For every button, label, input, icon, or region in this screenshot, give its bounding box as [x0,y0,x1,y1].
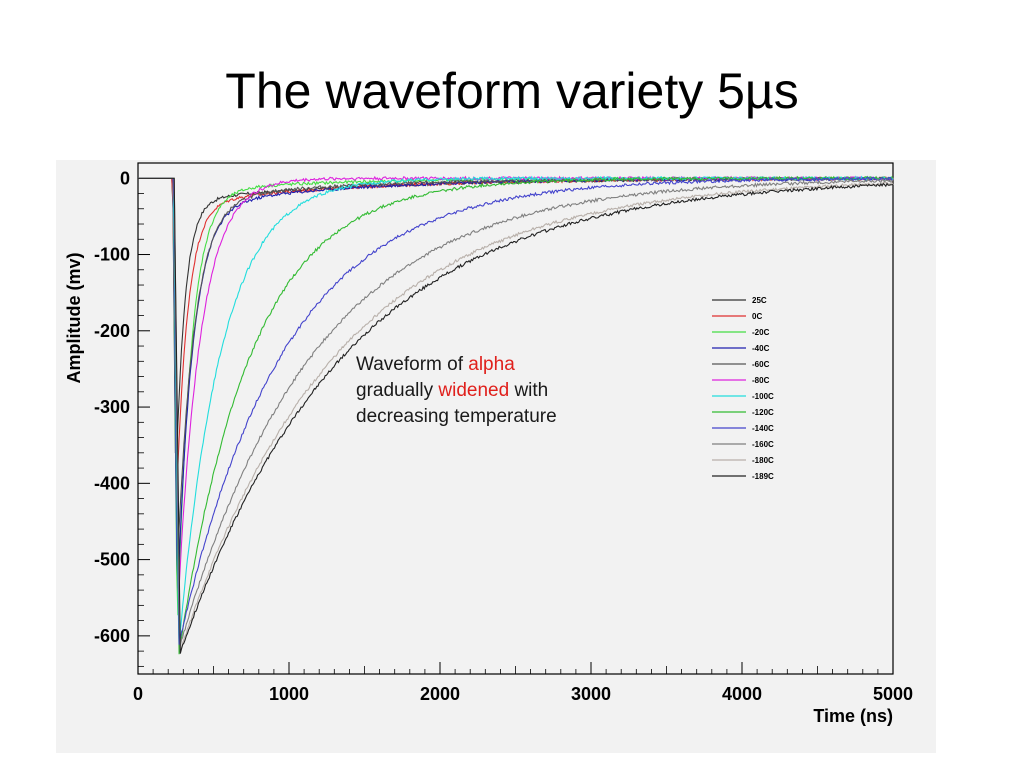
legend-label: -189C [752,472,774,481]
y-tick-label: -200 [94,321,130,341]
legend-label: 0C [752,312,762,321]
legend: 25C 0C -20C -40C -60C -80C -100C -120C -140C -160… [712,296,774,481]
legend-label: -180C [752,456,774,465]
axes: 0 -100 -200 -300 -400 -500 -600 0 1000 2000 3000 40… [94,162,913,704]
x-tick-label: 4000 [722,684,762,704]
y-tick-label: -300 [94,397,130,417]
x-tick-label: 2000 [420,684,460,704]
y-tick-label: -600 [94,626,130,646]
annotation-highlight-widened: widened [438,380,510,401]
annotation-text: with [509,380,549,401]
annotation-text: decreasing temperature [356,406,557,427]
legend-label: -60C [752,360,770,369]
legend-label: -120C [752,408,774,417]
legend-label: -100C [752,392,774,401]
x-tick-label: 1000 [269,684,309,704]
y-tick-label: -400 [94,473,130,493]
legend-label: -80C [752,376,770,385]
x-tick-label: 3000 [571,684,611,704]
series-group [138,175,894,655]
y-axis-title: Amplitude (mv) [64,252,84,383]
y-tick-label: -100 [94,245,130,265]
slide-title: The waveform variety 5µs [225,63,799,119]
annotation-text: gradually [356,380,439,401]
x-axis-title: Time (ns) [813,706,893,726]
annotation-text: Waveform of [356,354,469,375]
series-line [138,177,894,654]
legend-label: -40C [752,344,770,353]
annotation-highlight-alpha: alpha [468,354,515,375]
series-line [138,176,893,645]
legend-label: 25C [752,296,767,305]
series-line [138,177,894,646]
y-tick-label: 0 [120,168,130,188]
x-tick-label: 5000 [873,684,913,704]
series-line [138,177,894,652]
y-tick-label: -500 [94,550,130,570]
annotation: Waveform of alpha gradually widened with… [356,352,636,430]
x-tick-label: 0 [133,684,143,704]
legend-label: -20C [752,328,770,337]
series-line [138,175,894,655]
legend-label: -140C [752,424,774,433]
legend-label: -160C [752,440,774,449]
